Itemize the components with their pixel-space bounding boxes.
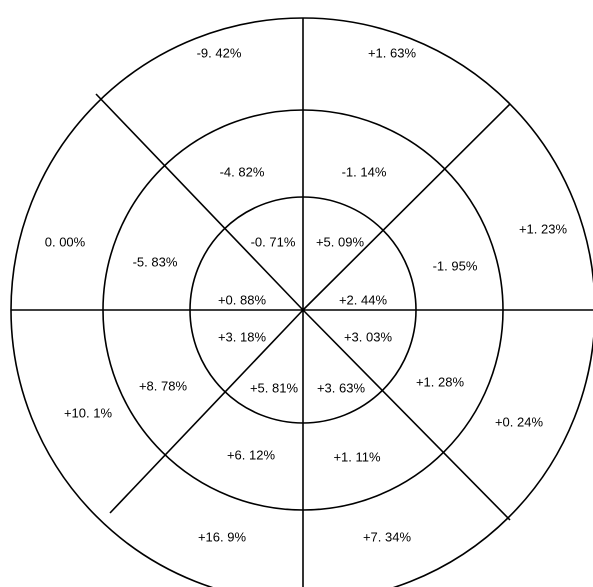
inner-segment-label: +3. 63% <box>317 380 366 395</box>
middle-segment-label: -1. 95% <box>433 258 478 273</box>
inner-segment-label: +5. 81% <box>250 380 299 395</box>
spoke-diagonal-lower-right <box>302 309 511 521</box>
middle-segment-label: +6. 12% <box>227 447 276 462</box>
inner-segment-label: +3. 18% <box>218 329 267 344</box>
inner-segment-label: +5. 09% <box>316 234 365 249</box>
middle-segment-label: -1. 14% <box>342 164 387 179</box>
outer-segment-label: +1. 23% <box>519 221 568 236</box>
outer-segment-label: +1. 63% <box>368 45 417 60</box>
spoke-diagonal-upper-right <box>302 103 511 311</box>
spoke-diagonal-lower-left <box>109 309 304 514</box>
outer-segment-label: +7. 34% <box>363 529 412 544</box>
middle-segment-label: +1. 28% <box>416 374 465 389</box>
outer-segment-label: 0. 00% <box>45 234 86 249</box>
middle-segment-label: -4. 82% <box>220 164 265 179</box>
inner-segment-label: +2. 44% <box>339 292 388 307</box>
spoke-diagonal-upper-left <box>95 93 304 311</box>
outer-segment-label: -9. 42% <box>197 45 242 60</box>
outer-segment-label: +16. 9% <box>198 529 247 544</box>
inner-segment-label: +3. 03% <box>344 329 393 344</box>
inner-segment-label: +0. 88% <box>218 292 267 307</box>
inner-segment-label: -0. 71% <box>251 234 296 249</box>
outer-segment-label: +10. 1% <box>64 405 113 420</box>
middle-segment-label: +8. 78% <box>139 378 188 393</box>
middle-segment-label: +1. 11% <box>333 449 381 464</box>
outer-ring <box>10 17 593 587</box>
outer-segment-label: +0. 24% <box>495 414 544 429</box>
middle-segment-label: -5. 83% <box>133 254 178 269</box>
